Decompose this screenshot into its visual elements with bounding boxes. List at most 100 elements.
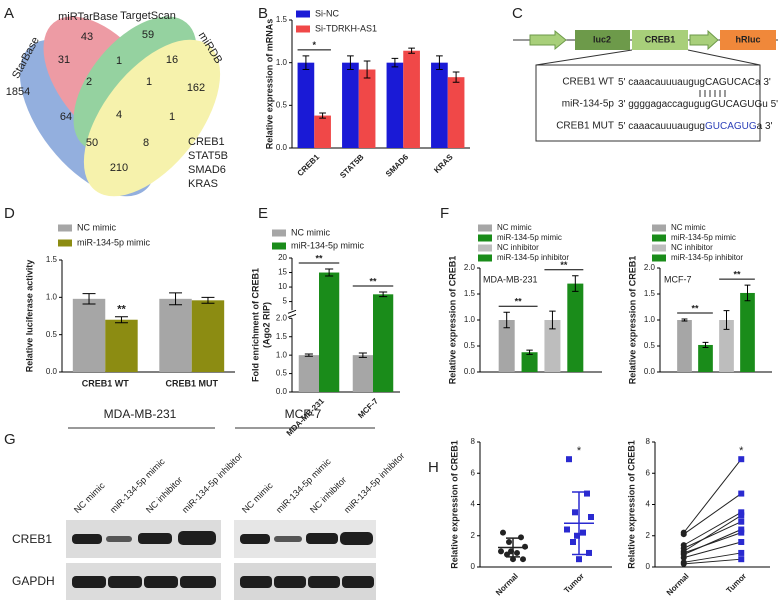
- bands: [72, 531, 374, 588]
- y-axis-label: Relative expression of CREB1: [447, 256, 457, 385]
- venn-set-label: TargetScan: [120, 10, 176, 22]
- y-axis-label: Relative luciferase activity: [24, 260, 34, 373]
- pair-line: [683, 541, 742, 559]
- venn-count: 2: [86, 76, 92, 88]
- bar: [740, 292, 755, 372]
- arrow: [529, 29, 567, 51]
- pairing-bars: [699, 90, 726, 97]
- point: [680, 549, 687, 556]
- point: [506, 539, 512, 545]
- point: [738, 512, 745, 519]
- bar: [431, 62, 448, 148]
- y-tick-label: 0.5: [276, 100, 288, 109]
- panel-label: F: [440, 205, 449, 222]
- point: [566, 456, 572, 463]
- y-tick-label: 0.0: [464, 367, 476, 376]
- y-axis-label: (Ago2 RIP): [261, 302, 271, 348]
- error-bar: [347, 55, 354, 70]
- y-tick-label: 0.0: [276, 387, 288, 396]
- y-tick-label: 8: [646, 437, 651, 446]
- y-tick-label: 1.0: [644, 315, 656, 324]
- legend-label: miR-134-5p inhibitor: [671, 253, 743, 262]
- y-tick-label: 2: [471, 531, 476, 540]
- y-tick-label: 0.5: [644, 341, 656, 350]
- pair-line: [683, 521, 742, 549]
- element-label: CREB1: [645, 34, 676, 44]
- y-tick-label: 15: [278, 268, 287, 277]
- point: [738, 526, 745, 533]
- bar: [498, 320, 515, 372]
- bar: [677, 320, 692, 372]
- blot-row-label: CREB1: [12, 532, 52, 546]
- error-bar: [358, 352, 367, 358]
- significance: *: [577, 445, 582, 457]
- mean-sd: [498, 537, 528, 558]
- point: [586, 549, 592, 556]
- row-name: miR-134-5p: [562, 99, 615, 110]
- point: [520, 556, 526, 563]
- gene-label: SMAD6: [188, 164, 226, 176]
- x-tick-label: CREB1 WT: [82, 378, 130, 388]
- venn-count: 162: [187, 82, 205, 94]
- pair-line: [683, 558, 742, 565]
- error-bar: [723, 310, 730, 330]
- y-tick-label: 6: [646, 468, 651, 477]
- element-label: hRluc: [735, 34, 760, 44]
- error-bar: [436, 55, 443, 70]
- venn-count: 43: [81, 31, 93, 43]
- sequence-part: 3' ggggagaccagugug: [618, 99, 711, 110]
- legend-label: miR-134-5p mimic: [671, 233, 736, 242]
- y-tick-label: 1.5: [464, 289, 476, 298]
- point: [572, 509, 578, 516]
- point: [738, 518, 745, 525]
- sequence-part: GUCAGUG: [711, 99, 763, 110]
- venn-count: 210: [110, 162, 128, 174]
- bar: [544, 320, 561, 372]
- legend-swatch: [478, 234, 492, 242]
- significance: **: [733, 270, 741, 280]
- legend-swatch: [478, 254, 492, 262]
- y-tick-label: 0.5: [46, 330, 58, 339]
- y-axis-label: Relative expression of CREB1: [627, 256, 637, 385]
- sequence-part: 5' caaacauuuaugug: [618, 121, 705, 132]
- error-bar: [82, 293, 96, 305]
- y-tick-label: 0: [471, 562, 476, 571]
- y-tick-label: 1.5: [276, 15, 288, 24]
- error-bar: [201, 296, 215, 304]
- panel-label: G: [4, 431, 16, 448]
- panel-label: E: [258, 205, 268, 222]
- bar: [314, 115, 331, 148]
- y-tick-label: 10: [278, 282, 287, 291]
- pair-line: [683, 532, 742, 554]
- point: [738, 490, 745, 497]
- blot-row-label: GAPDH: [12, 574, 55, 588]
- y-tick-label: 8: [471, 437, 476, 446]
- blot-images: [66, 427, 376, 600]
- error-bar: [702, 341, 709, 349]
- legend-label: Si-NC: [315, 8, 339, 18]
- gene-label: STAT5B: [188, 150, 228, 162]
- point: [584, 490, 590, 497]
- legend-label: NC mimic: [291, 227, 330, 237]
- point: [576, 556, 582, 563]
- arrow: [689, 29, 719, 51]
- panel-label: C: [512, 5, 523, 22]
- point: [738, 529, 745, 536]
- legend-swatch: [652, 234, 666, 242]
- y-tick-label: 2: [646, 531, 651, 540]
- y-tick-label: 20: [278, 253, 287, 262]
- legend-label: NC inhibitor: [671, 243, 713, 252]
- y-tick-label: 5: [283, 297, 288, 306]
- point: [564, 526, 570, 533]
- point: [680, 531, 687, 538]
- legend-label: NC inhibitor: [497, 243, 539, 252]
- element-label: luc2: [593, 34, 611, 44]
- bar: [159, 298, 192, 372]
- sequence-part: 5' caaacauuuaugug: [618, 77, 705, 88]
- legend-label: NC mimic: [671, 223, 706, 232]
- pair-line: [683, 511, 742, 546]
- error-bar: [526, 349, 533, 355]
- panel-label: B: [258, 5, 268, 22]
- construct: [513, 29, 778, 142]
- y-tick-label: 1.0: [276, 350, 288, 359]
